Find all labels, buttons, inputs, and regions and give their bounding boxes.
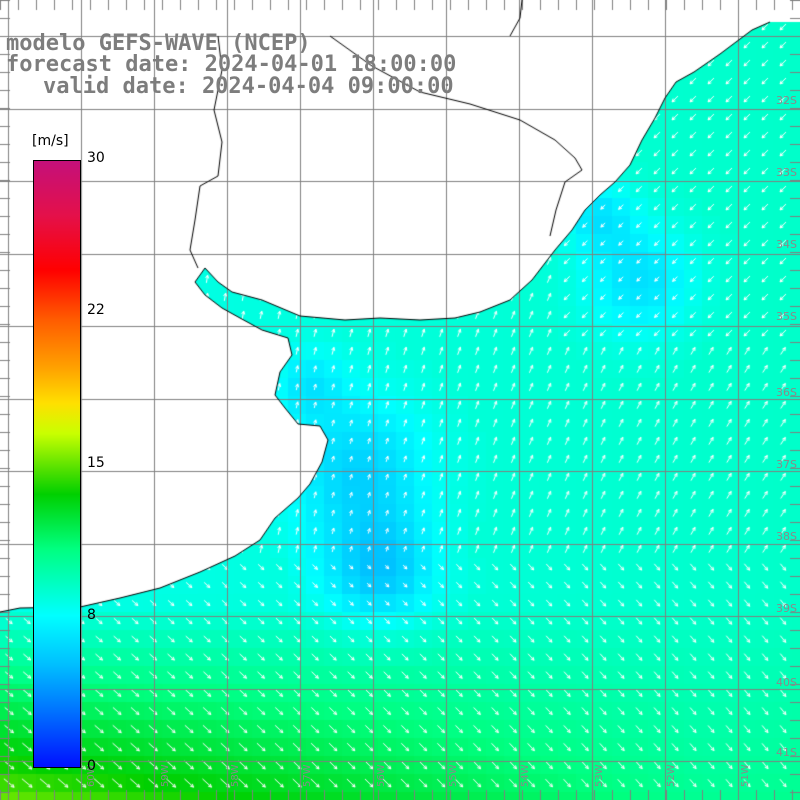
- lon-label: 53W: [594, 764, 605, 787]
- valid-date: valid date: 2024-04-04 09:00:00: [43, 74, 454, 99]
- lat-label: 38S: [776, 530, 797, 543]
- colorbar-tick: 8: [87, 607, 96, 623]
- colorbar-tick: 0: [87, 758, 96, 774]
- lon-label: 59W: [160, 764, 171, 787]
- lat-label: 40S: [776, 676, 797, 689]
- lat-label: 39S: [776, 602, 797, 615]
- lon-label: 54W: [520, 764, 531, 787]
- colorbar-tick: 15: [87, 455, 105, 471]
- lon-label: 56W: [376, 764, 387, 787]
- forecast-date: forecast date: 2024-04-01 18:00:00: [6, 52, 457, 77]
- lon-label: 51W: [740, 764, 751, 787]
- lon-label: 52W: [666, 764, 677, 787]
- colorbar-tick: 30: [87, 150, 105, 166]
- lat-label: 33S: [776, 166, 797, 179]
- model-title: modelo GEFS-WAVE (NCEP): [6, 31, 311, 56]
- lon-label: 55W: [448, 764, 459, 787]
- colorbar-tick: 22: [87, 302, 105, 318]
- lat-label: 37S: [776, 458, 797, 471]
- lat-label: 35S: [776, 310, 797, 323]
- lat-label: 41S: [776, 746, 797, 759]
- colorbar-unit: [m/s]: [32, 133, 69, 149]
- lat-label: 34S: [776, 238, 797, 251]
- lon-label: 58W: [230, 764, 241, 787]
- lat-label: 36S: [776, 386, 797, 399]
- lon-label: 57W: [302, 764, 313, 787]
- lat-label: 32S: [776, 94, 797, 107]
- colorbar-gradient: [33, 160, 81, 768]
